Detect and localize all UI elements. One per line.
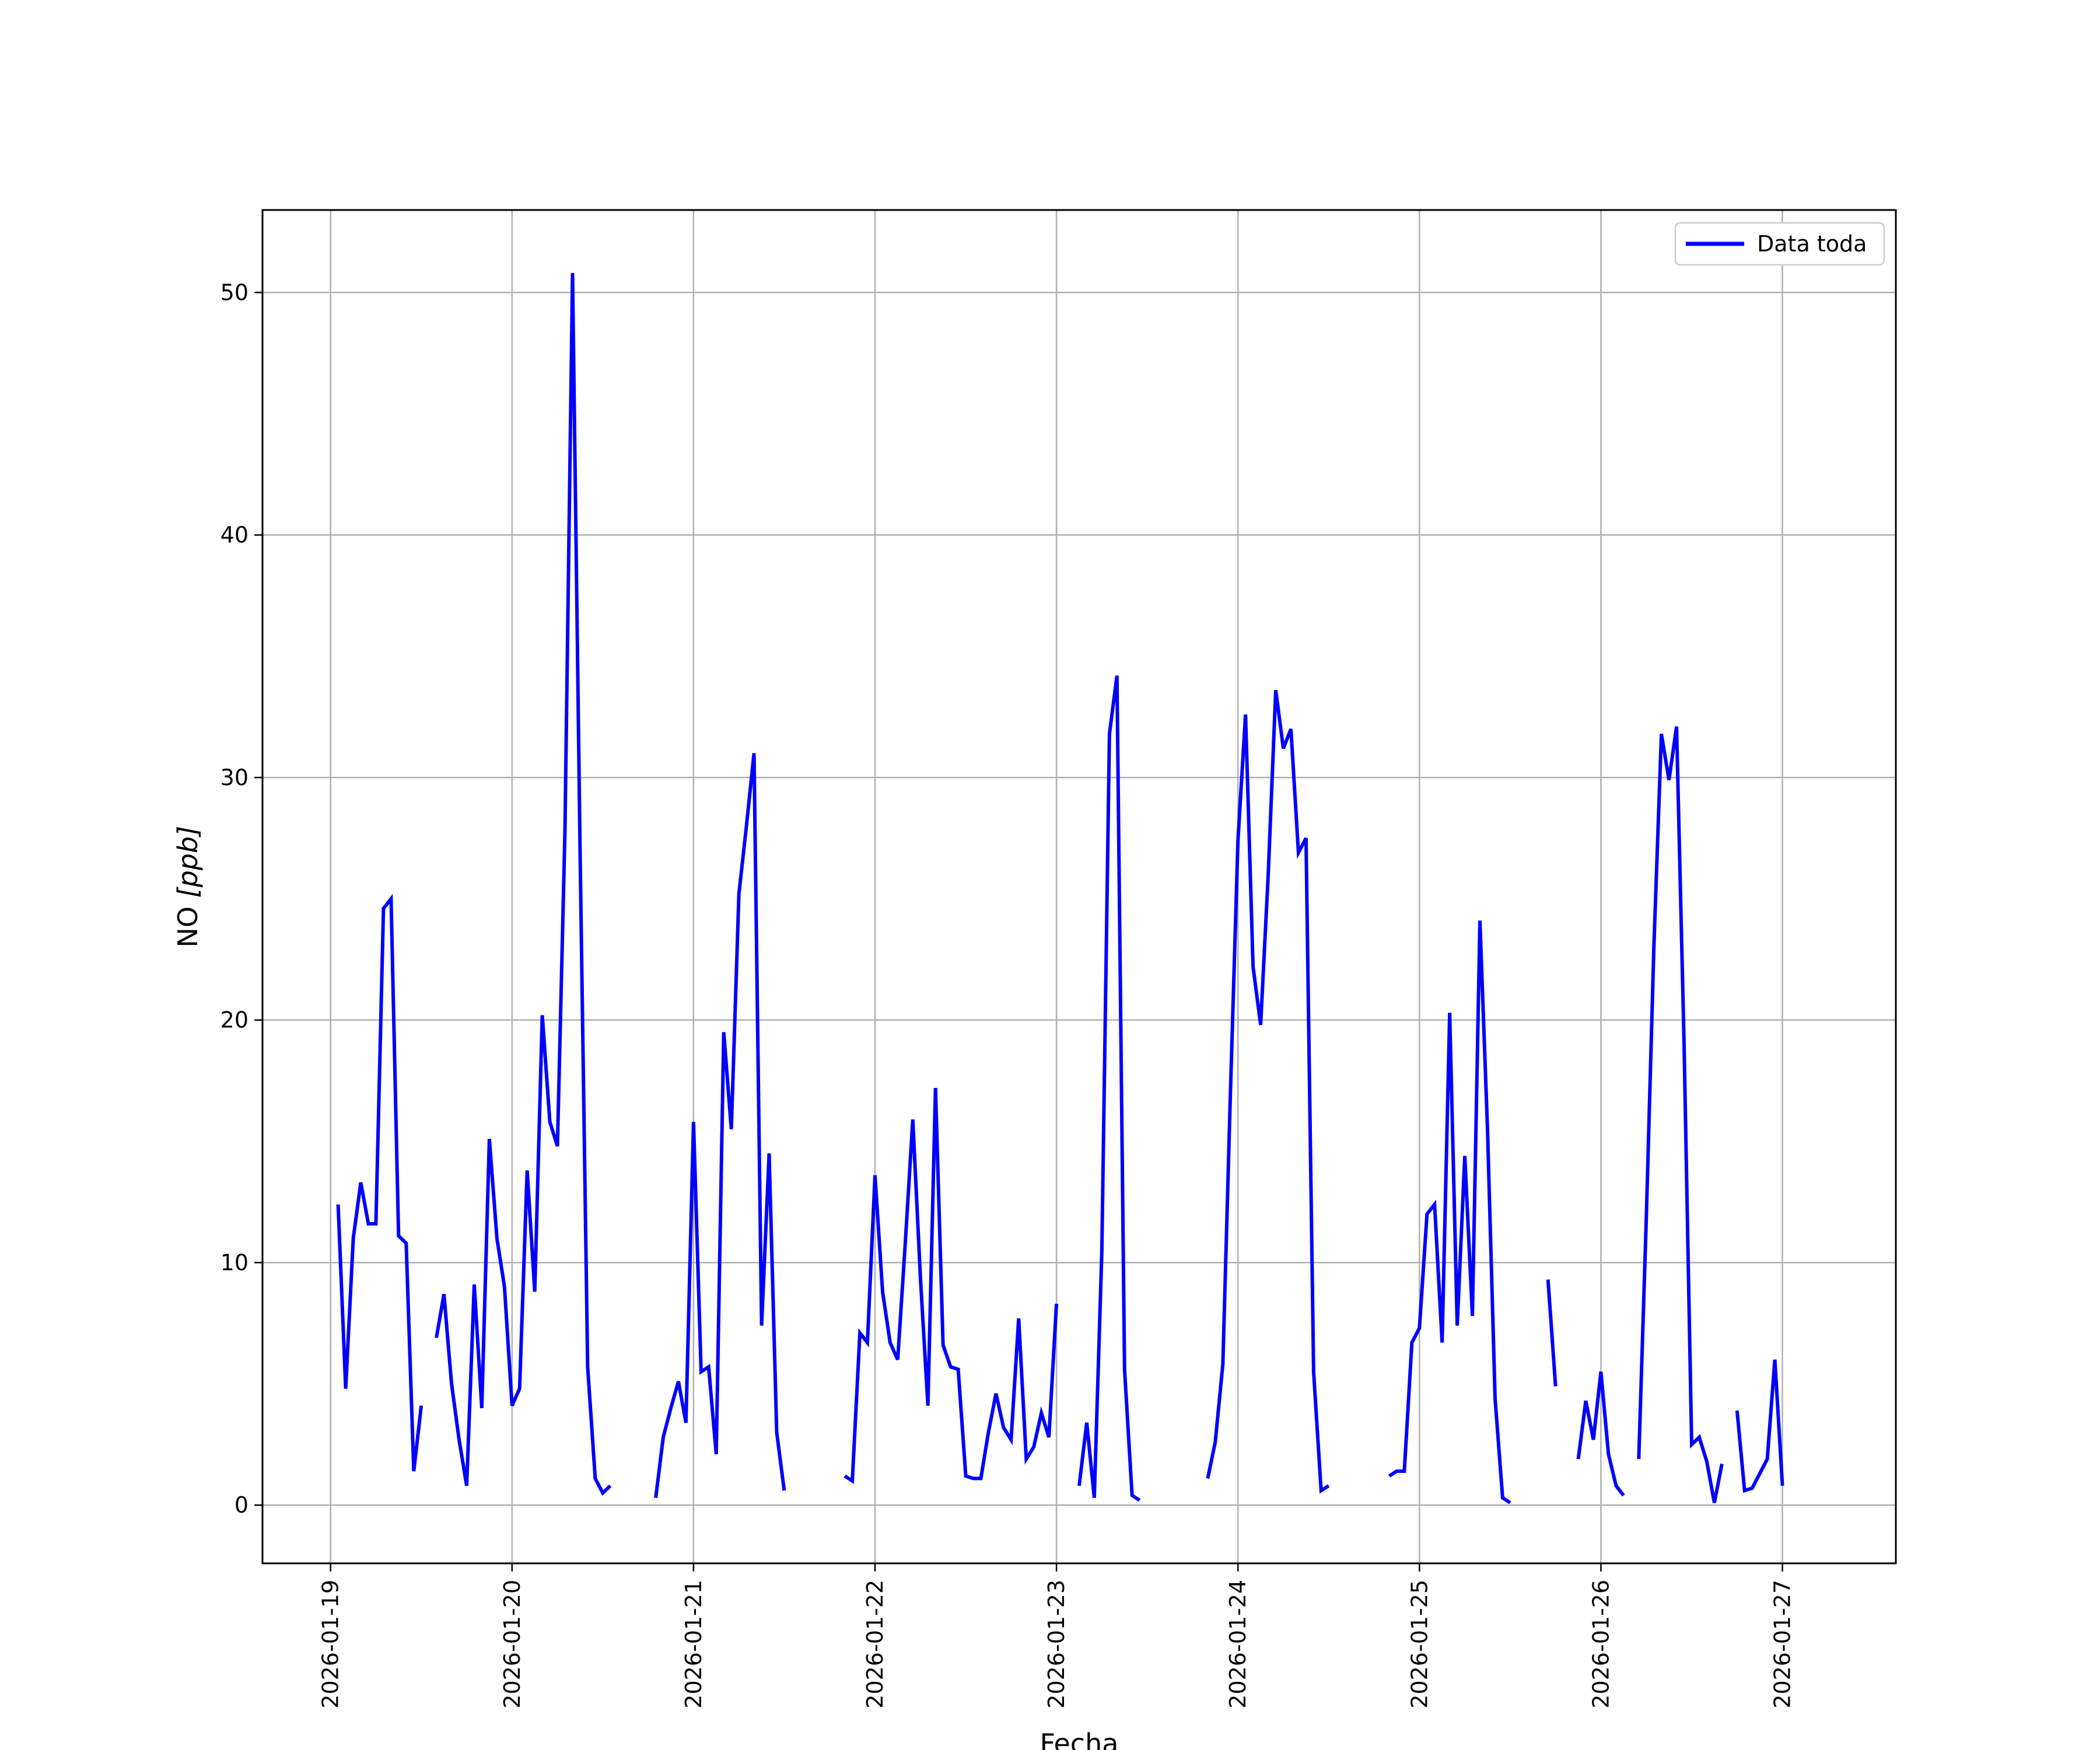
y-tick-label: 10 xyxy=(220,1250,249,1275)
x-tick-label: 2026-01-19 xyxy=(318,1580,344,1709)
y-axis-title-main: NO xyxy=(172,898,204,947)
y-axis-title: NO [ppb] xyxy=(172,826,204,948)
x-tick-label: 2026-01-21 xyxy=(681,1580,706,1709)
x-axis-title: Fecha xyxy=(1040,1728,1119,1750)
series-line-segment xyxy=(1637,726,1724,1503)
legend-box xyxy=(1674,222,1885,266)
y-tick-label: 20 xyxy=(220,1007,249,1033)
series-line-segment xyxy=(1206,690,1330,1494)
x-tick-label: 2026-01-24 xyxy=(1225,1580,1251,1709)
series-line-segment xyxy=(435,273,612,1496)
grid xyxy=(262,210,1896,1563)
legend: Data toda xyxy=(1674,222,1885,266)
series-line-segment xyxy=(1077,675,1141,1502)
x-tick-label: 2026-01-22 xyxy=(862,1580,888,1709)
series-line-segment xyxy=(654,752,786,1499)
series-line-segment xyxy=(336,894,424,1472)
x-tick-label: 2026-01-27 xyxy=(1770,1580,1796,1709)
series-line-segment xyxy=(1546,1279,1558,1387)
y-ticks: 0 10 20 30 40 50 xyxy=(220,279,262,1518)
y-tick-label: 50 xyxy=(220,279,249,305)
x-tick-label: 2026-01-25 xyxy=(1406,1580,1432,1709)
x-ticks: 2026-01-19 2026-01-20 2026-01-21 2026-01-22… xyxy=(318,1563,1796,1709)
series-layer xyxy=(336,273,1784,1504)
series-line-segment xyxy=(1388,921,1511,1504)
series-line-segment xyxy=(1576,1371,1625,1497)
y-tick-label: 30 xyxy=(220,765,249,790)
y-tick-label: 40 xyxy=(220,522,249,548)
series-line-segment xyxy=(844,1088,1059,1484)
y-axis-title-unit: [ppb] xyxy=(172,826,204,898)
plot-frame xyxy=(261,209,1897,1564)
x-tick-label: 2026-01-26 xyxy=(1588,1580,1614,1709)
series-line-segment xyxy=(1735,1359,1784,1493)
y-tick-label: 0 xyxy=(235,1492,249,1518)
legend-label: Data toda xyxy=(1757,231,1867,257)
x-tick-label: 2026-01-23 xyxy=(1044,1580,1069,1709)
x-tick-label: 2026-01-20 xyxy=(499,1580,525,1709)
